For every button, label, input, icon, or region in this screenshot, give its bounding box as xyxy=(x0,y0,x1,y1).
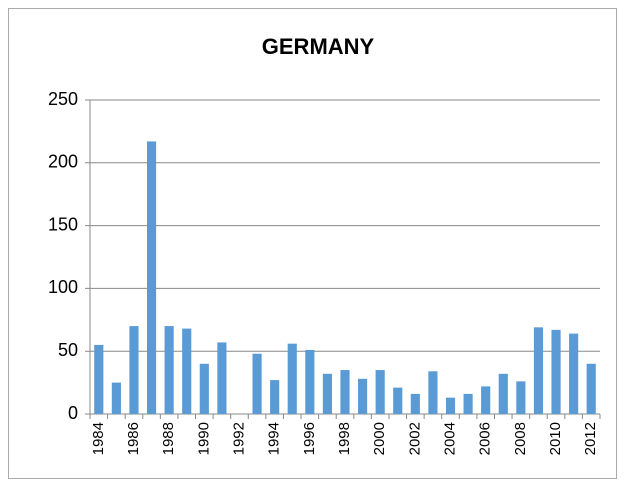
bar xyxy=(340,370,350,414)
bar xyxy=(252,353,262,414)
bar xyxy=(322,373,332,414)
y-tick-label: 250 xyxy=(48,89,78,109)
x-tick-label: 2008 xyxy=(512,422,529,455)
bar xyxy=(287,343,297,414)
bar xyxy=(146,141,157,414)
x-tick-label: 2006 xyxy=(477,422,494,455)
chart-title: GERMANY xyxy=(262,34,375,59)
x-tick-label: 1990 xyxy=(195,422,212,455)
bar xyxy=(217,342,227,414)
bar xyxy=(498,373,508,414)
x-tick-label: 2004 xyxy=(441,422,458,455)
x-tick-label: 1986 xyxy=(125,422,142,455)
bar xyxy=(481,386,491,414)
y-tick-label: 0 xyxy=(68,403,78,423)
x-tick-label: 1992 xyxy=(230,422,247,455)
y-tick-label: 100 xyxy=(48,277,78,297)
bar xyxy=(551,329,561,414)
x-tick-label: 2000 xyxy=(371,422,388,455)
x-tick-label: 1996 xyxy=(301,422,318,455)
bar xyxy=(463,393,473,414)
x-tick-label: 1998 xyxy=(336,422,353,455)
bar xyxy=(111,382,121,414)
x-tick-label: 1994 xyxy=(266,422,283,455)
bar xyxy=(428,371,438,414)
bar xyxy=(94,344,104,414)
bar xyxy=(305,349,315,414)
bar xyxy=(375,370,385,414)
x-tick-label: 2002 xyxy=(406,422,423,455)
bar xyxy=(445,397,456,414)
bar xyxy=(586,363,596,414)
y-tick-label: 200 xyxy=(48,152,78,172)
bar xyxy=(129,326,139,414)
y-tick-label: 150 xyxy=(48,214,78,234)
bar xyxy=(358,378,368,414)
bar xyxy=(270,380,280,414)
y-tick-label: 50 xyxy=(58,340,78,360)
x-tick-label: 2012 xyxy=(582,422,599,455)
x-tick-label: 2010 xyxy=(547,422,564,455)
bar xyxy=(569,333,579,414)
bar xyxy=(199,363,209,414)
bar xyxy=(410,393,420,414)
bar xyxy=(533,327,544,414)
x-tick-label: 1984 xyxy=(90,422,107,455)
x-tick-label: 1988 xyxy=(160,422,177,455)
bar xyxy=(393,387,403,414)
bar xyxy=(164,326,174,414)
bar xyxy=(182,328,192,414)
bar xyxy=(516,381,526,414)
